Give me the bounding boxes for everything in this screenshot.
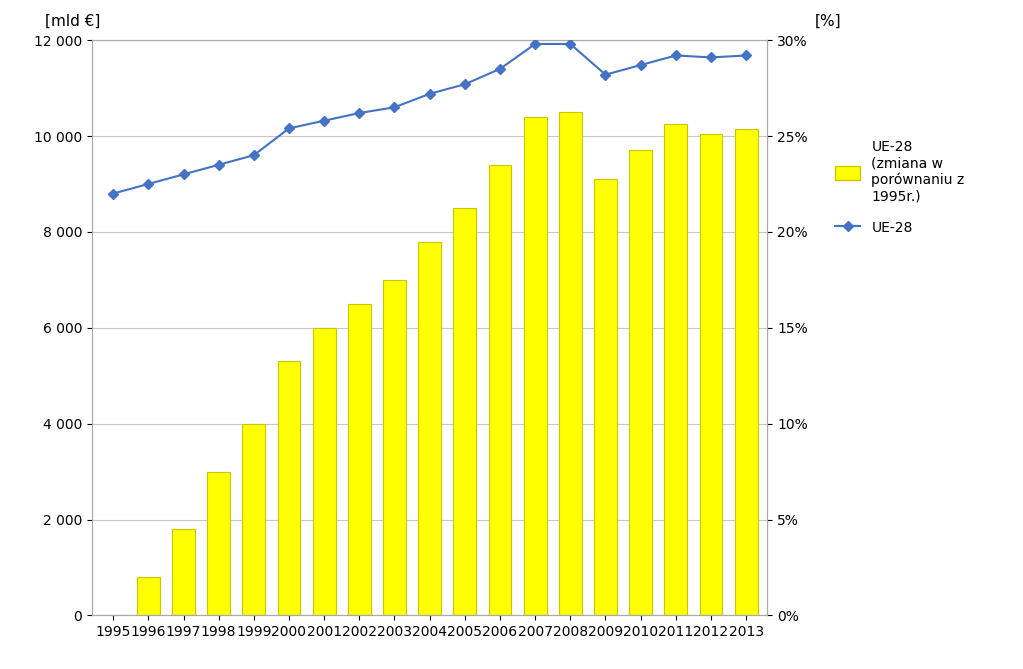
Bar <box>700 134 722 615</box>
Bar <box>383 280 406 615</box>
Bar <box>489 165 512 615</box>
Bar <box>242 423 265 615</box>
Bar <box>313 328 336 615</box>
Bar <box>418 242 441 615</box>
Bar <box>453 208 477 615</box>
Bar <box>664 124 687 615</box>
Bar <box>172 529 195 615</box>
Bar <box>559 112 582 615</box>
Bar <box>277 361 301 615</box>
Bar <box>348 304 370 615</box>
Text: [%]: [%] <box>814 13 841 29</box>
Bar <box>208 472 230 615</box>
Legend: UE-28
(zmiana w
porównaniu z
1995r.), UE-28: UE-28 (zmiana w porównaniu z 1995r.), UE… <box>829 133 972 242</box>
Bar <box>629 151 652 615</box>
Text: [mld €]: [mld €] <box>45 13 100 29</box>
Bar <box>594 179 617 615</box>
Bar <box>735 129 758 615</box>
Bar <box>137 577 160 615</box>
Bar <box>524 117 546 615</box>
